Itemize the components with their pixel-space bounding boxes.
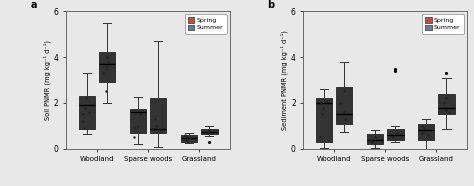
Legend: Spring, Summer: Spring, Summer	[422, 14, 464, 34]
Point	[389, 136, 396, 139]
Point	[205, 129, 212, 132]
PathPatch shape	[336, 87, 353, 124]
Point	[340, 90, 347, 93]
Point	[103, 65, 110, 68]
Point	[367, 138, 375, 141]
Point	[103, 56, 110, 59]
Point	[322, 99, 329, 102]
PathPatch shape	[181, 135, 197, 142]
PathPatch shape	[201, 129, 218, 134]
Point	[152, 118, 159, 121]
Point	[183, 136, 191, 139]
Point	[103, 67, 110, 70]
PathPatch shape	[418, 124, 434, 140]
Point	[79, 113, 86, 116]
Point	[100, 72, 107, 75]
PathPatch shape	[367, 134, 383, 144]
Point	[153, 124, 160, 127]
Point	[104, 60, 111, 63]
Point	[419, 124, 426, 127]
PathPatch shape	[387, 129, 403, 140]
PathPatch shape	[438, 94, 455, 114]
Point	[371, 136, 378, 139]
PathPatch shape	[150, 98, 166, 133]
Point	[442, 97, 450, 100]
Point	[317, 101, 325, 104]
Point	[85, 111, 92, 114]
Point	[134, 124, 141, 127]
Point	[205, 130, 213, 133]
Text: a: a	[30, 0, 37, 10]
Point	[136, 113, 144, 116]
Point	[316, 136, 324, 139]
Point	[337, 101, 344, 104]
Point	[156, 129, 164, 132]
Point	[131, 127, 139, 130]
PathPatch shape	[79, 96, 95, 129]
Y-axis label: Soil PNMR (mg kg⁻¹ d⁻¹): Soil PNMR (mg kg⁻¹ d⁻¹)	[44, 40, 51, 120]
Point	[182, 134, 189, 137]
Text: b: b	[267, 0, 274, 10]
Legend: Spring, Summer: Spring, Summer	[185, 14, 227, 34]
Point	[82, 97, 90, 100]
Y-axis label: Sediment PNMR (mg kg⁻¹ d⁻¹): Sediment PNMR (mg kg⁻¹ d⁻¹)	[281, 30, 288, 130]
Point	[319, 106, 327, 109]
Point	[183, 139, 191, 142]
Point	[341, 118, 348, 121]
Point	[340, 111, 347, 114]
Point	[181, 135, 189, 138]
Point	[130, 136, 138, 139]
Point	[424, 134, 432, 137]
Point	[393, 131, 401, 134]
Point	[368, 140, 376, 143]
PathPatch shape	[99, 52, 115, 82]
Point	[420, 127, 428, 130]
Point	[187, 137, 194, 140]
Point	[80, 127, 88, 130]
Point	[419, 131, 426, 134]
Point	[443, 108, 450, 111]
PathPatch shape	[316, 98, 332, 142]
Point	[319, 113, 326, 116]
Point	[440, 101, 448, 104]
Point	[182, 138, 189, 141]
Point	[102, 90, 109, 93]
Point	[203, 131, 211, 134]
PathPatch shape	[130, 109, 146, 133]
Point	[82, 106, 89, 109]
Point	[80, 120, 87, 123]
Point	[446, 111, 453, 114]
